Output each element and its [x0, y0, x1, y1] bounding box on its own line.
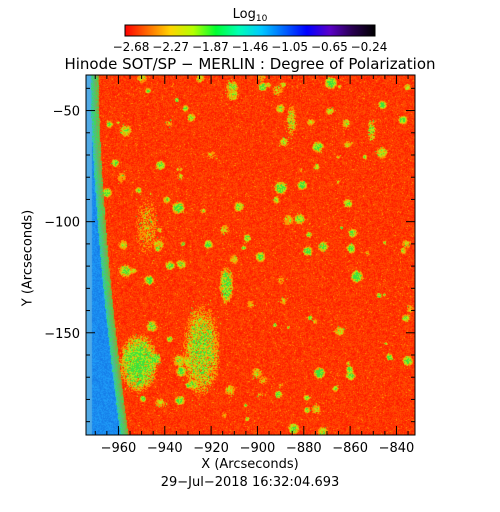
x-tick-label: −960 [101, 441, 137, 456]
colorbar-title-main: Log [232, 7, 256, 22]
x-tick-label: −840 [379, 441, 415, 456]
colorbar-tick-label: −1.05 [271, 40, 308, 54]
heatmap-image [86, 75, 415, 435]
x-tick-label: −920 [193, 441, 229, 456]
plot-frame [85, 74, 416, 436]
x-axis-label: X (Arcseconds) [201, 457, 299, 472]
timestamp: 29−Jul−2018 16:32:04.693 [160, 475, 340, 490]
colorbar-tick-label: −0.65 [311, 40, 348, 54]
colorbar-title-sub: 10 [255, 14, 268, 24]
y-tick-label: −100 [44, 216, 80, 231]
heatmap-raster [86, 75, 415, 435]
colorbar-tick-label: −1.46 [232, 40, 269, 54]
chart-title: Hinode SOT/SP − MERLIN : Degree of Polar… [64, 55, 436, 73]
x-tick-label: −860 [332, 441, 368, 456]
colorbar-tick-label: −2.68 [113, 40, 150, 54]
colorbar-tick-label: −2.27 [152, 40, 189, 54]
x-tick-label: −940 [147, 441, 183, 456]
colorbar-tick-label: −1.87 [192, 40, 229, 54]
axes: −960 −940 −920 −900 −880 −860 −840 −50 −100 −150 [44, 75, 415, 456]
colorbar [124, 24, 376, 37]
colorbar-tick-label: −0.24 [351, 40, 388, 54]
colorbar-title: Log10 [0, 8, 500, 24]
x-tick-label: −900 [240, 441, 276, 456]
y-tick-label: −150 [44, 327, 80, 342]
colorbar-tick-labels: −2.68 −2.27 −1.87 −1.46 −1.05 −0.65 −0.24 [113, 40, 388, 54]
x-tick-label: −880 [286, 441, 322, 456]
y-tick-label: −50 [53, 105, 80, 120]
